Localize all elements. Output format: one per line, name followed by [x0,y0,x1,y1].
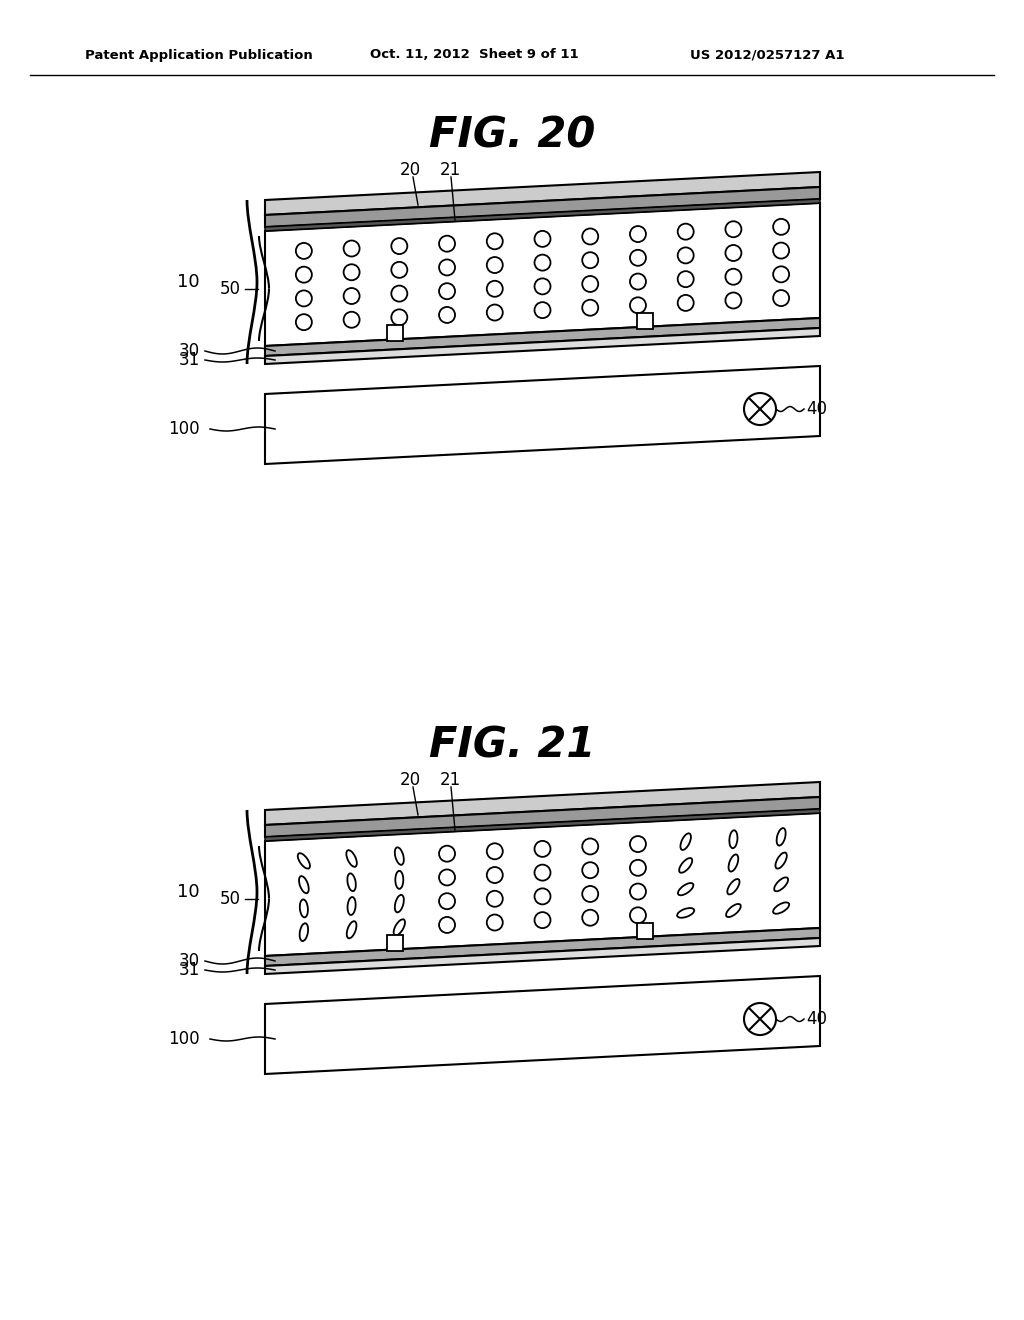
Polygon shape [265,172,820,215]
Bar [387,326,403,342]
Text: FIG. 20: FIG. 20 [429,114,595,156]
Text: Patent Application Publication: Patent Application Publication [85,49,312,62]
Text: US 2012/0257127 A1: US 2012/0257127 A1 [690,49,845,62]
Polygon shape [265,809,820,841]
Polygon shape [265,318,820,356]
Text: 10: 10 [177,883,200,902]
Bar [387,936,403,952]
Bar [637,313,653,329]
Text: 30: 30 [179,342,200,360]
Polygon shape [265,813,820,956]
Text: 40: 40 [806,400,827,418]
Text: 31: 31 [179,961,200,979]
Text: 100: 100 [168,420,200,438]
Polygon shape [265,939,820,974]
Text: 100: 100 [168,1030,200,1048]
Polygon shape [265,928,820,966]
Text: 20: 20 [399,161,421,180]
Text: FIG. 21: FIG. 21 [429,723,595,766]
Text: 31: 31 [179,351,200,370]
Text: 20: 20 [399,771,421,789]
Text: Oct. 11, 2012  Sheet 9 of 11: Oct. 11, 2012 Sheet 9 of 11 [370,49,579,62]
Text: 50: 50 [220,890,241,908]
Polygon shape [265,797,820,837]
Polygon shape [265,199,820,231]
Text: 30: 30 [179,952,200,970]
Polygon shape [265,366,820,465]
Text: 50: 50 [220,280,241,297]
Text: 21: 21 [439,161,461,180]
Text: 10: 10 [177,273,200,290]
Polygon shape [265,975,820,1074]
Text: 21: 21 [439,771,461,789]
Bar [637,923,653,939]
Polygon shape [265,327,820,364]
Polygon shape [265,203,820,346]
Polygon shape [265,781,820,825]
Polygon shape [265,187,820,227]
Text: 40: 40 [806,1010,827,1028]
